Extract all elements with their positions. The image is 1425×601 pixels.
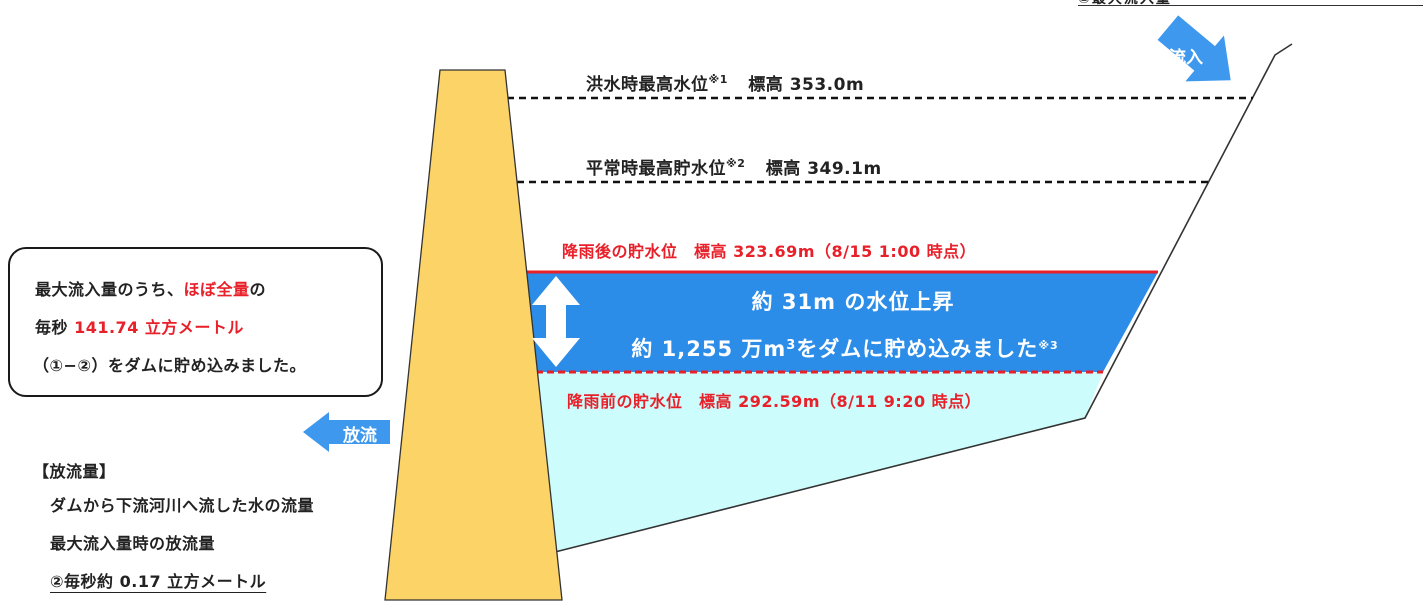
valley-profile-line (554, 43, 1293, 553)
flood-level-text: 洪水時最高水位 (586, 75, 709, 95)
normal-level-label: 平常時最高貯水位※2 標高 349.1m (586, 154, 882, 179)
inflow-label: 流入 (1169, 48, 1203, 68)
callout-line-1-c: の (249, 280, 267, 299)
before-rain-level-label: 降雨前の貯水位 標高 292.59m（8/11 9:20 時点） (567, 392, 982, 411)
callout-line-1: 最大流入量のうち、ほぼ全量の (35, 276, 266, 300)
discharge-description: ダムから下流河川へ流した水の流量 (50, 496, 315, 515)
water-rise-double-arrow (532, 276, 580, 367)
callout-line-2-highlight: 141.74 立方メートル (74, 318, 244, 337)
discharge-max-inflow-label: 最大流入量時の放流量 (50, 534, 216, 553)
outflow-arrow (303, 412, 390, 452)
stored-volume-value: 約 1,255 万m (631, 337, 787, 361)
callout-line-2: 毎秒 141.74 立方メートル (35, 314, 244, 338)
stored-volume-suffix: をダムに貯め込みました (796, 337, 1039, 361)
callout-line-1-a: 最大流入量のうち、 (35, 280, 184, 299)
stored-summary-callout: 最大流入量のうち、ほぼ全量の 毎秒 141.74 立方メートル （①−②）をダム… (8, 247, 383, 397)
callout-line-1-highlight: ほぼ全量 (183, 280, 250, 299)
callout-line-3: （①−②）をダムに貯め込みました。 (33, 356, 307, 375)
normal-level-elevation: 標高 349.1m (765, 159, 882, 179)
flood-level-elevation: 標高 353.0m (748, 75, 865, 95)
dam-body (384, 69, 563, 601)
discharge-heading: 【放流量】 (33, 462, 116, 481)
callout-line-2-a: 毎秒 (35, 318, 75, 337)
stored-volume-note: ※3 (1038, 339, 1059, 352)
discharge-value: ②毎秒約 0.17 立方メートル (50, 572, 267, 591)
stored-water-band (522, 272, 1158, 372)
water-rise-text: 約 31m の水位上昇 (751, 290, 955, 314)
normal-level-text: 平常時最高貯水位 (586, 159, 726, 179)
stored-volume-unit-sup: 3 (786, 338, 797, 353)
inflow-arrow (1157, 15, 1231, 82)
outflow-label: 放流 (343, 426, 377, 446)
top-right-caption-fragment: ①最大流入量 (1078, 0, 1423, 8)
max-inflow-fragment-text: ①最大流入量 (1078, 0, 1172, 8)
flood-level-note: ※1 (708, 73, 728, 86)
normal-level-note: ※2 (726, 157, 746, 170)
flood-level-label: 洪水時最高水位※1 標高 353.0m (586, 70, 864, 95)
stored-volume-text: 約 1,255 万m3をダムに貯め込みました※3 (525, 333, 1165, 363)
base-water-area (536, 372, 1103, 552)
after-rain-level-label: 降雨後の貯水位 標高 323.69m（8/15 1:00 時点） (562, 242, 977, 261)
